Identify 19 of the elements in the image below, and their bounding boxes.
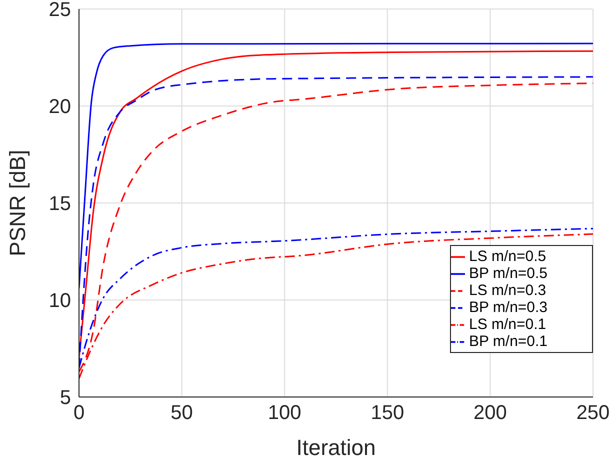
x-tick-label: 150	[370, 402, 404, 424]
x-tick-label: 200	[474, 402, 507, 424]
legend-label: BP m/n=0.1	[469, 333, 548, 350]
y-tick-label: 25	[48, 0, 71, 22]
legend-label: LS m/n=0.3	[469, 282, 546, 299]
y-axis-title: PSNR [dB]	[4, 150, 30, 256]
y-tick-label: 5	[60, 387, 71, 410]
legend-label: LS m/n=0.5	[469, 248, 546, 265]
legend-label: BP m/n=0.5	[469, 265, 548, 282]
x-tick-label: 100	[268, 402, 302, 424]
x-tick-label: 250	[576, 402, 610, 424]
x-axis-title: Iteration	[296, 435, 376, 460]
y-tick-label: 20	[48, 96, 71, 118]
y-tick-label: 15	[48, 193, 71, 216]
y-tick-label: 10	[48, 290, 71, 312]
legend-label: LS m/n=0.1	[469, 316, 546, 333]
x-tick-label: 50	[170, 402, 193, 424]
x-tick-label: 0	[73, 402, 85, 424]
legend-label: BP m/n=0.3	[469, 299, 548, 316]
